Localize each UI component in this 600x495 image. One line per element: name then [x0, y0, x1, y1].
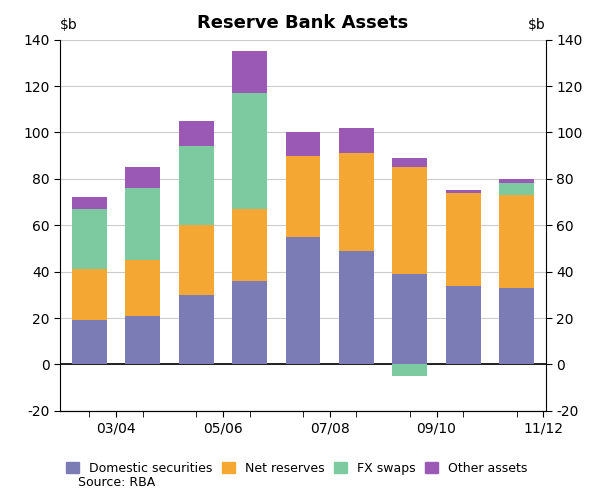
Bar: [446, 191, 481, 193]
Bar: [499, 184, 534, 195]
Bar: [339, 251, 374, 364]
Bar: [72, 209, 107, 269]
Bar: [286, 237, 320, 364]
Bar: [232, 209, 267, 281]
Bar: [499, 288, 534, 364]
Bar: [392, 158, 427, 167]
Bar: [125, 167, 160, 188]
Bar: [232, 93, 267, 209]
Text: $b: $b: [528, 18, 546, 32]
Legend: Domestic securities, Net reserves, FX swaps, Other assets: Domestic securities, Net reserves, FX sw…: [66, 462, 527, 475]
Bar: [392, 274, 427, 364]
Bar: [286, 155, 320, 237]
Bar: [232, 281, 267, 364]
Bar: [125, 188, 160, 260]
Bar: [339, 128, 374, 153]
Bar: [179, 147, 214, 225]
Bar: [179, 225, 214, 295]
Bar: [179, 121, 214, 147]
Bar: [499, 179, 534, 184]
Text: Source: RBA: Source: RBA: [78, 476, 155, 489]
Bar: [72, 320, 107, 364]
Bar: [232, 51, 267, 93]
Bar: [392, 167, 427, 274]
Bar: [125, 316, 160, 364]
Text: $b: $b: [60, 18, 78, 32]
Bar: [286, 132, 320, 155]
Bar: [446, 286, 481, 364]
Title: Reserve Bank Assets: Reserve Bank Assets: [197, 14, 409, 33]
Bar: [125, 260, 160, 316]
Bar: [339, 153, 374, 251]
Bar: [499, 195, 534, 288]
Bar: [72, 198, 107, 209]
Bar: [392, 364, 427, 376]
Bar: [72, 269, 107, 320]
Bar: [179, 295, 214, 364]
Bar: [446, 193, 481, 286]
